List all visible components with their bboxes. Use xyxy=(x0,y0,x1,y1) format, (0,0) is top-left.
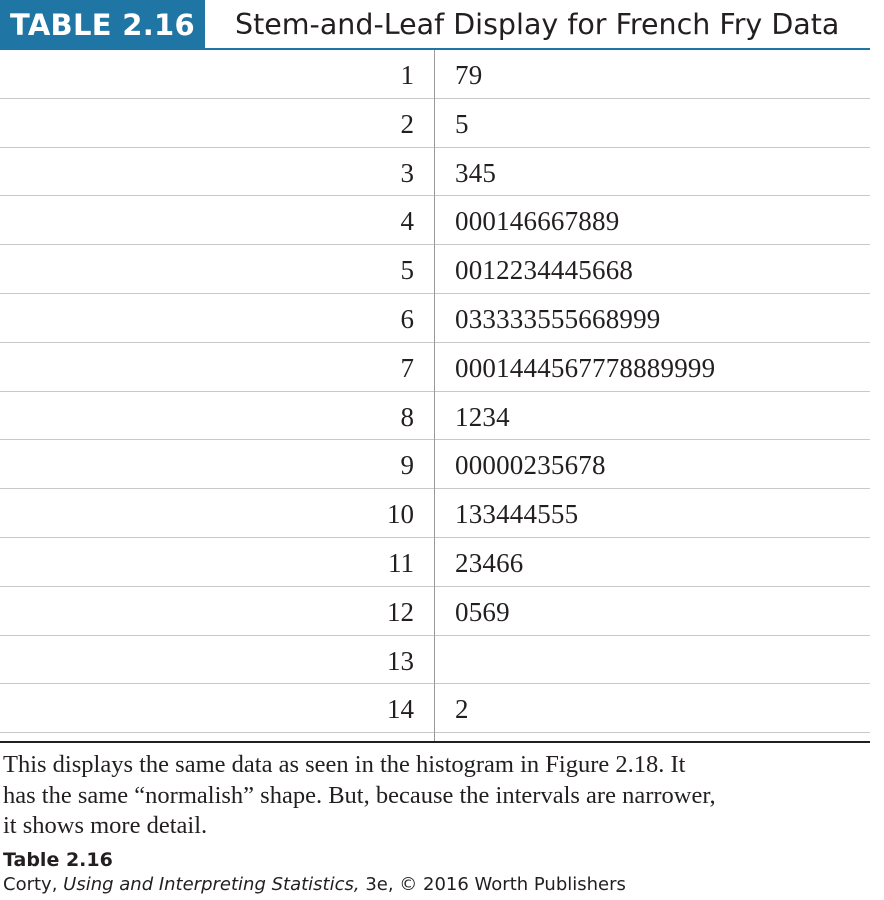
stem-cell: 11 xyxy=(388,547,414,578)
table-row: 9 00000235678 xyxy=(0,440,870,490)
header-rule xyxy=(205,48,870,50)
table-row: 4 000146667889 xyxy=(0,196,870,246)
stem-cell: 3 xyxy=(400,157,415,188)
source-label: Table 2.16 xyxy=(3,849,113,871)
caption-line: This displays the same data as seen in t… xyxy=(3,751,686,778)
leaf-cell: 00000235678 xyxy=(455,450,606,481)
leaf-cell: 033333555668999 xyxy=(455,303,661,334)
table-header: TABLE 2.16 Stem-and-Leaf Display for Fre… xyxy=(0,0,884,50)
caption-line: has the same “normalish” shape. But, bec… xyxy=(3,781,716,809)
table-row: 1 79 xyxy=(0,50,870,99)
leaf-cell: 000146667889 xyxy=(455,206,620,237)
table-row: 14 2 xyxy=(0,684,870,734)
leaf-cell: 0012234445668 xyxy=(455,255,634,286)
stem-cell: 13 xyxy=(387,645,414,676)
leaf-cell: 1234 xyxy=(455,401,510,432)
credit-book-title: Using and Interpreting Statistics, xyxy=(63,874,360,895)
leaf-cell: 0569 xyxy=(455,596,510,627)
leaf-cell: 0001444567778889999 xyxy=(455,352,716,383)
stem-cell: 8 xyxy=(400,401,415,432)
stem-cell: 6 xyxy=(400,303,415,334)
leaf-cell: 5 xyxy=(455,108,469,139)
stem-leaf-divider xyxy=(434,50,435,742)
stem-cell: 9 xyxy=(400,450,415,481)
source-credit: Corty, Using and Interpreting Statistics… xyxy=(3,873,626,897)
table-bottom-rule xyxy=(0,741,870,743)
credit-publisher: 3e, © 2016 Worth Publishers xyxy=(359,874,626,895)
table-row: 3 345 xyxy=(0,148,870,197)
stem-cell: 5 xyxy=(400,255,415,286)
stem-cell: 7 xyxy=(400,352,415,383)
table-row: 11 23466 xyxy=(0,538,870,587)
table-row: 8 1234 xyxy=(0,392,870,441)
stem-cell: 10 xyxy=(387,499,414,530)
stem-cell: 1 xyxy=(400,60,415,90)
stem-and-leaf-table: 1 79 2 5 3 345 4 000146667889 5 0012234445668 6 033… xyxy=(0,50,870,734)
table-row: 10 133444555 xyxy=(0,489,870,538)
table-number-badge: TABLE 2.16 xyxy=(0,0,205,50)
leaf-cell: 133444555 xyxy=(455,499,579,530)
table-row: 7 0001444567778889999 xyxy=(0,343,870,392)
stem-cell: 14 xyxy=(387,694,414,725)
leaf-cell: 79 xyxy=(455,60,483,90)
leaf-cell: 23466 xyxy=(455,547,524,578)
table-title: Stem-and-Leaf Display for French Fry Dat… xyxy=(235,8,840,41)
table-row: 6 033333555668999 xyxy=(0,294,870,343)
table-caption: This displays the same data as seen in t… xyxy=(3,750,873,842)
leaf-cell: 2 xyxy=(455,694,469,725)
credit-author: Corty, xyxy=(3,874,64,895)
stem-cell: 4 xyxy=(400,206,415,237)
caption-line: it shows more detail. xyxy=(3,812,208,839)
stem-cell: 2 xyxy=(400,108,415,139)
table-row: 12 0569 xyxy=(0,587,870,636)
table-row: 5 0012234445668 xyxy=(0,245,870,294)
leaf-cell: 345 xyxy=(455,157,497,188)
table-row: 13 xyxy=(0,636,870,685)
stem-cell: 12 xyxy=(387,596,414,627)
